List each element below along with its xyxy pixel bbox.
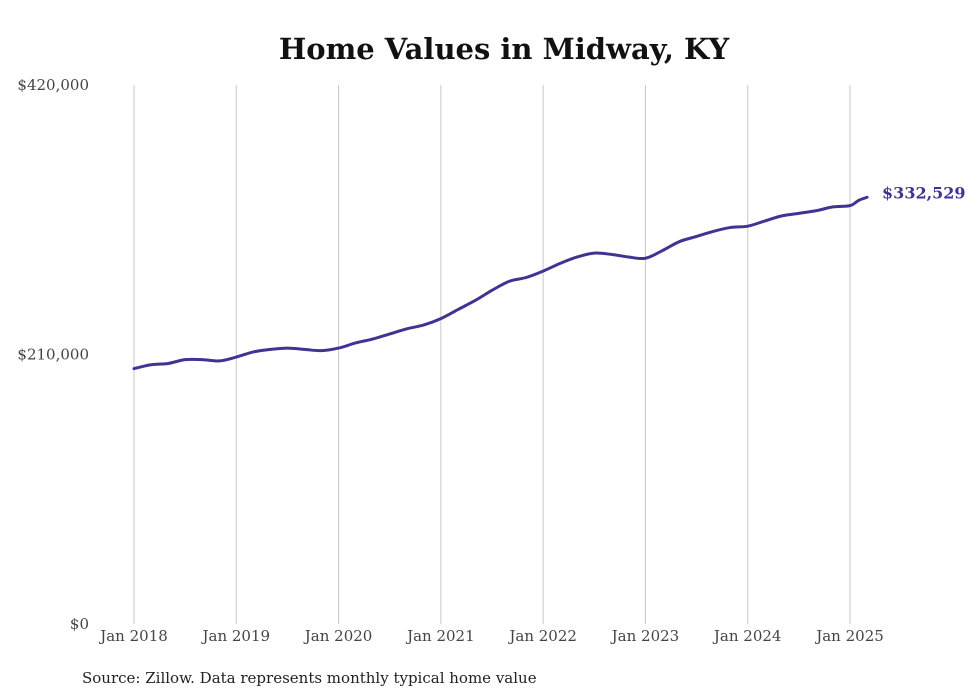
x-axis: Jan 2018 Jan 2019 Jan 2020 Jan 2021 Jan 2022…: [98, 627, 884, 645]
series-line-home-value: [132, 195, 869, 371]
gridlines: [133, 85, 851, 624]
x-tick-label: Jan 2020: [303, 627, 373, 645]
x-tick-label: Jan 2023: [610, 627, 680, 645]
x-tick-label: Jan 2024: [712, 627, 782, 645]
x-tick-label: Jan 2022: [507, 627, 577, 645]
y-axis: $0 $210,000 $420,000: [17, 76, 89, 633]
x-tick-label: Jan 2019: [201, 627, 271, 645]
end-value-label: $332,529: [882, 183, 966, 202]
x-tick-label: Jan 2025: [814, 627, 884, 645]
x-tick-label: Jan 2021: [405, 627, 475, 645]
y-tick-label: $420,000: [17, 76, 89, 94]
chart-title: Home Values in Midway, KY: [279, 32, 730, 66]
y-tick-label: $0: [70, 615, 89, 633]
x-tick-label: Jan 2018: [98, 627, 168, 645]
y-tick-label: $210,000: [17, 346, 89, 364]
source-note: Source: Zillow. Data represents monthly …: [82, 669, 537, 687]
